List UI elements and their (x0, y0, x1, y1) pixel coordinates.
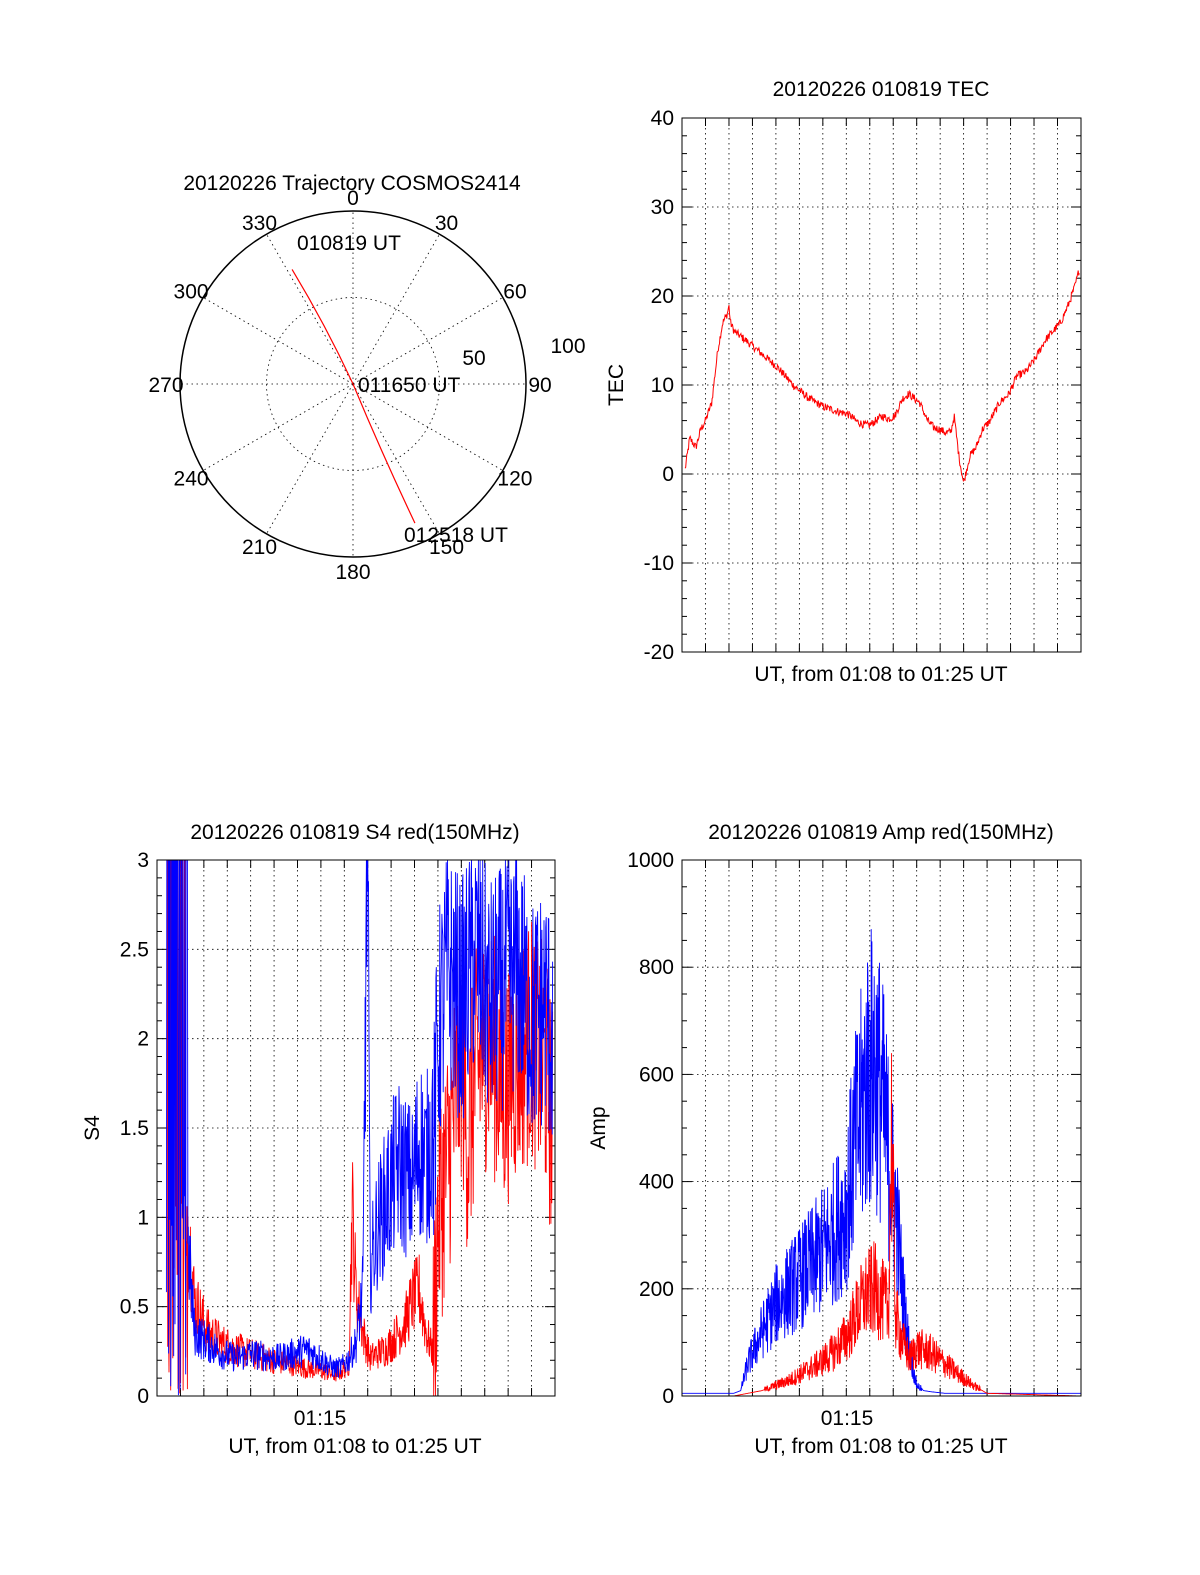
polar-middle-time: 011650 UT (358, 374, 461, 397)
polar-azimuth-label: 270 (148, 374, 183, 397)
amp-grid (682, 860, 1081, 1396)
polar-azimuth-labels: 0 30 60 90 120 150 180 210 240 270 300 330 (148, 187, 551, 584)
polar-spoke (352, 297, 504, 385)
y-tick-label: 1.5 (120, 1117, 149, 1140)
s4-x-axis-label: UT, from 01:08 to 01:25 UT (228, 1435, 481, 1458)
polar-azimuth-label: 0 (347, 187, 359, 210)
polar-radius-labels: 50 100 (462, 335, 585, 370)
s4-title: 20120226 010819 S4 red(150MHz) (190, 821, 519, 844)
polar-azimuth-label: 60 (503, 281, 526, 304)
polar-spoke (266, 383, 354, 535)
polar-trajectory-panel: 20120226 Trajectory COSMOS2414 0 30 60 90 12… (148, 172, 585, 584)
tec-y-tick-labels: -20 -10 0 10 20 30 40 (644, 107, 674, 664)
y-tick-label: 2 (137, 1028, 149, 1051)
y-tick-label: 0 (137, 1385, 149, 1408)
polar-trajectory-line (291, 269, 416, 524)
y-tick-label: 10 (651, 374, 674, 397)
y-tick-label: 600 (639, 1063, 674, 1086)
y-tick-label: 0 (662, 1385, 674, 1408)
y-tick-label: 0 (662, 463, 674, 486)
polar-azimuth-label: 90 (528, 374, 551, 397)
polar-spoke (352, 383, 504, 471)
polar-spoke (266, 233, 354, 385)
series-line-b (165, 859, 554, 1396)
polar-azimuth-label: 150 (429, 536, 464, 559)
tec-plot-frame (681, 117, 1082, 653)
amp-y-tick-labels: 0 200 400 600 800 1000 (627, 849, 674, 1408)
polar-spoke (352, 383, 440, 535)
polar-azimuth-label: 120 (497, 468, 532, 491)
s4-panel: 20120226 010819 S4 red(150MHz) 0 0.5 1 1.5 2… (81, 821, 556, 1458)
tec-y-axis-label: TEC (605, 364, 628, 406)
polar-radius-label: 50 (462, 347, 485, 370)
s4-plot-frame (156, 859, 556, 1397)
y-tick-label: 800 (639, 956, 674, 979)
polar-start-time: 010819 UT (297, 232, 401, 255)
y-tick-label: 2.5 (120, 938, 149, 961)
y-tick-label: 1000 (627, 849, 674, 872)
amp-x-tick-label: 01:15 (821, 1407, 874, 1430)
tec-series (684, 270, 1080, 483)
y-tick-label: 3 (137, 849, 149, 872)
polar-spoke (202, 297, 354, 385)
s4-y-tick-labels: 0 0.5 1 1.5 2 2.5 3 (120, 849, 149, 1408)
polar-azimuth-label: 180 (335, 561, 370, 584)
y-tick-label: 40 (651, 107, 674, 130)
polar-spoke (202, 383, 354, 471)
y-tick-label: -20 (644, 641, 674, 664)
y-tick-label: 30 (651, 196, 674, 219)
polar-outer-circle (179, 210, 527, 558)
amp-series (682, 929, 1081, 1397)
amp-plot-frame (681, 859, 1082, 1397)
y-tick-label: 20 (651, 285, 674, 308)
tec-x-axis-label: UT, from 01:08 to 01:25 UT (754, 663, 1007, 686)
polar-spoke (352, 233, 440, 385)
amp-y-axis-label: Amp (587, 1106, 610, 1149)
polar-azimuth-label: 240 (174, 468, 209, 491)
tec-ticks (682, 117, 1081, 653)
series-line-a (684, 270, 1080, 483)
polar-azimuth-label: 300 (174, 281, 209, 304)
y-tick-label: 0.5 (120, 1296, 149, 1319)
y-tick-label: 1 (137, 1206, 149, 1229)
s4-y-axis-label: S4 (81, 1115, 104, 1141)
polar-azimuth-label: 30 (435, 212, 458, 235)
polar-end-time: 012518 UT (404, 524, 508, 547)
amp-panel: 20120226 010819 Amp red(150MHz) 0 200 400 6… (587, 821, 1082, 1458)
amp-title: 20120226 010819 Amp red(150MHz) (708, 821, 1054, 844)
polar-grid (179, 210, 527, 558)
amp-x-axis-label: UT, from 01:08 to 01:25 UT (754, 1435, 1007, 1458)
polar-azimuth-label: 330 (242, 212, 277, 235)
y-tick-label: 200 (639, 1278, 674, 1301)
polar-title: 20120226 Trajectory COSMOS2414 (183, 172, 521, 195)
s4-x-tick-label: 01:15 (294, 1407, 347, 1430)
polar-trajectory-trace (291, 269, 416, 524)
s4-ticks (157, 859, 555, 1397)
tec-grid (682, 118, 1081, 652)
polar-radius-label: 100 (550, 335, 585, 358)
s4-series (165, 859, 554, 1397)
y-tick-label: 400 (639, 1171, 674, 1194)
y-tick-label: -10 (644, 552, 674, 575)
series-line-a (682, 929, 1081, 1394)
tec-title: 20120226 010819 TEC (773, 78, 990, 101)
polar-azimuth-label: 210 (242, 536, 277, 559)
s4-grid (157, 860, 555, 1396)
series-line-b (682, 1053, 1081, 1397)
